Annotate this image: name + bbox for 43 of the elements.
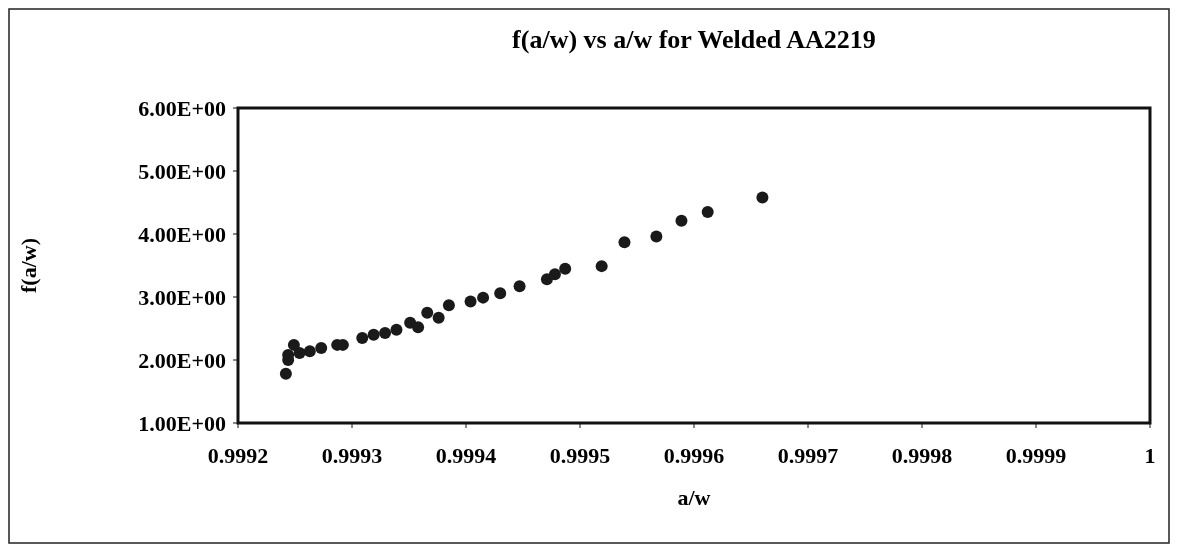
x-tick-label: 0.9995 <box>549 443 611 468</box>
x-tick-label: 0.9996 <box>663 443 725 468</box>
point <box>756 191 769 204</box>
point <box>559 262 572 275</box>
y-tick-label: 3.00E+00 <box>138 284 226 310</box>
point <box>513 280 526 293</box>
y-tick-label: 5.00E+00 <box>138 158 226 184</box>
point <box>279 367 292 380</box>
x-tick-label: 0.9997 <box>777 443 839 468</box>
point <box>432 311 445 324</box>
point <box>315 342 328 355</box>
y-tick-label: 2.00E+00 <box>138 347 226 373</box>
point <box>442 299 455 312</box>
point <box>464 295 477 308</box>
point <box>390 323 403 336</box>
point <box>287 338 300 351</box>
x-tick-label: 0.9992 <box>207 443 269 468</box>
point <box>293 347 306 360</box>
point <box>650 230 663 243</box>
point <box>595 260 608 273</box>
y-tick-label: 4.00E+00 <box>138 221 226 247</box>
y-tick-label: 1.00E+00 <box>138 410 226 436</box>
x-tick-label: 0.9998 <box>891 443 953 468</box>
point <box>494 287 507 300</box>
y-axis-title: f(a/w) <box>16 238 41 293</box>
point <box>675 214 688 227</box>
chart-title: f(a/w) vs a/w for Welded AA2219 <box>512 25 876 54</box>
point <box>701 205 714 218</box>
x-tick-label: 0.9993 <box>321 443 383 468</box>
x-axis-title: a/w <box>677 485 711 510</box>
point <box>477 291 490 304</box>
y-tick-label: 6.00E+00 <box>138 95 226 121</box>
x-tick-label: 0.9999 <box>1005 443 1067 468</box>
point <box>379 326 392 339</box>
point <box>421 306 434 319</box>
point <box>367 328 380 341</box>
point <box>618 236 631 249</box>
x-tick-label: 1 <box>1144 443 1156 468</box>
point <box>548 268 561 281</box>
point <box>412 321 425 334</box>
x-tick-label: 0.9994 <box>435 443 497 468</box>
point <box>303 345 316 358</box>
point <box>356 331 369 344</box>
